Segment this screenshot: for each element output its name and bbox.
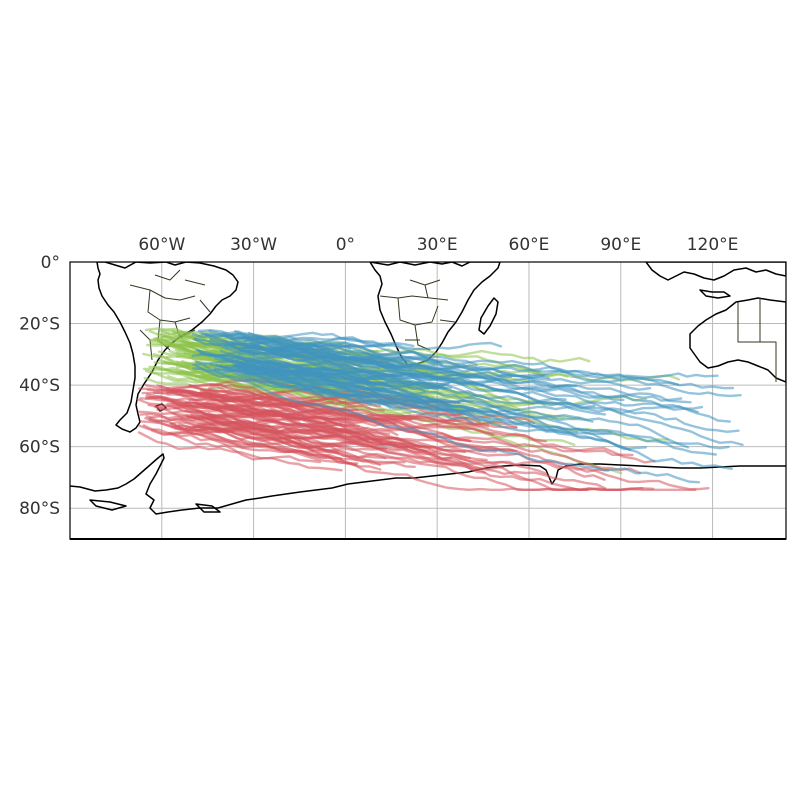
storm-track <box>245 345 441 380</box>
storm-track <box>215 363 372 390</box>
storm-track <box>168 431 343 472</box>
storm-track <box>251 343 742 398</box>
africa-coastline <box>369 262 501 366</box>
storm-track <box>222 339 652 391</box>
longitude-labels: 60°W 30°W 0° 30°E 60°E 90°E 120°E <box>138 235 738 255</box>
storm-track <box>196 420 399 436</box>
madagascar <box>478 297 499 335</box>
australia-coastline <box>689 297 786 383</box>
storm-track <box>192 367 502 416</box>
blue-tracks-group <box>191 329 744 484</box>
maritime-continent <box>645 262 786 299</box>
africa-borders <box>379 279 456 351</box>
longitude-label: 60°E <box>509 235 550 255</box>
latitude-label: 20°S <box>19 315 60 335</box>
antarctic-islands <box>89 499 221 513</box>
longitude-label: 30°W <box>230 235 277 255</box>
storm-track <box>205 332 444 366</box>
longitude-label: 120°E <box>687 235 739 255</box>
storm-track <box>195 348 365 396</box>
storm-track <box>195 364 701 484</box>
south-america-coastline <box>96 262 239 433</box>
storm-track <box>230 335 478 366</box>
storm-track <box>200 415 369 442</box>
latitude-label: 60°S <box>19 438 60 458</box>
storm-track <box>231 359 385 390</box>
storm-track <box>137 431 322 464</box>
longitude-label: 90°E <box>600 235 641 255</box>
storm-track <box>188 384 469 420</box>
storm-track <box>254 360 567 403</box>
storm-track <box>197 349 683 402</box>
storm-track <box>213 367 429 407</box>
storm-track <box>197 329 503 351</box>
storm-track <box>247 343 692 404</box>
latitude-label: 80°S <box>19 499 60 519</box>
latitude-labels: 0° 20°S 40°S 60°S 80°S <box>19 253 60 519</box>
australia-borders <box>737 298 777 382</box>
storm-track <box>177 423 497 453</box>
latitude-label: 40°S <box>19 376 60 396</box>
red-tracks-group <box>136 378 710 491</box>
storm-track <box>234 361 450 388</box>
longitude-label: 60°W <box>138 235 185 255</box>
longitude-label: 30°E <box>417 235 458 255</box>
latitude-label: 0° <box>41 253 60 273</box>
storm-track <box>218 365 392 409</box>
storm-track <box>166 393 547 443</box>
storm-tracks <box>136 327 744 491</box>
longitude-label: 0° <box>336 235 355 255</box>
storm-track <box>151 429 357 466</box>
storm-track <box>148 414 548 475</box>
